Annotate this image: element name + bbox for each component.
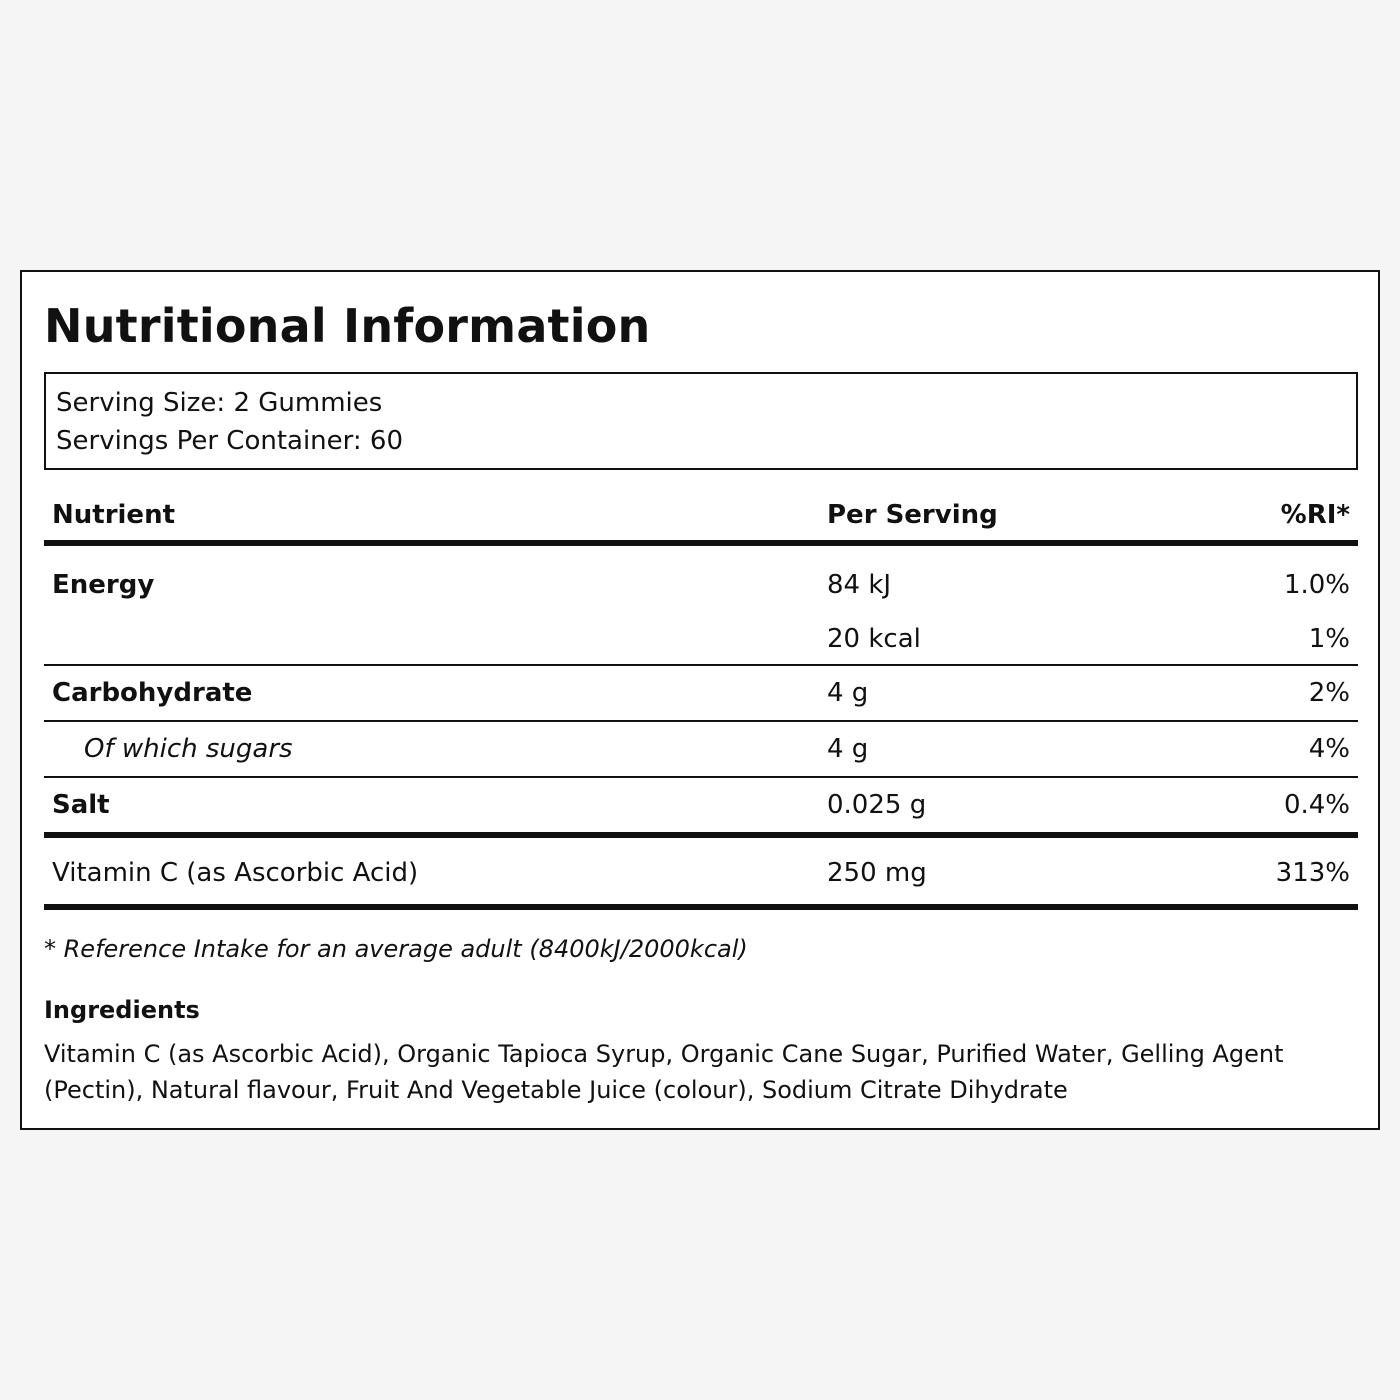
row-divider [44,720,1358,722]
row-divider [44,664,1358,666]
table-row-energy: Energy 84 kJ 1.0% 20 kcal 1% [44,546,1358,664]
reference-intake-footnote: * Reference Intake for an average adult … [44,935,748,963]
table-row-salt: Salt 0.025 g 0.4% [44,778,1358,832]
serving-info-box: Serving Size: 2 Gummies Servings Per Con… [44,372,1358,470]
header-ri: %RI* [1280,500,1350,530]
serving-size: Serving Size: 2 Gummies [56,388,383,418]
salt-label: Salt [52,790,110,820]
header-per-serving: Per Serving [827,500,998,530]
ingredients-heading: Ingredients [44,996,200,1024]
energy-kj: 84 kJ [827,570,892,600]
energy-kcal: 20 kcal [827,624,921,654]
nutrition-table: Nutrient Per Serving %RI* Energy 84 kJ 1… [44,490,1358,910]
energy-kcal-ri: 1% [1308,624,1350,654]
ingredients-text: Vitamin C (as Ascorbic Acid), Organic Ta… [44,1040,1284,1104]
energy-label: Energy [52,570,155,600]
header-nutrient: Nutrient [52,500,176,530]
servings-per-container: Servings Per Container: 60 [56,426,404,456]
header-divider [44,540,1358,546]
panel-title: Nutritional Information [44,299,651,353]
salt-amount: 0.025 g [827,790,927,820]
vitamin-c-label: Vitamin C (as Ascorbic Acid) [52,858,419,888]
section-divider [44,832,1358,838]
salt-ri: 0.4% [1283,790,1350,820]
nutrition-panel: Nutritional Information Serving Size: 2 … [20,270,1380,1130]
sugars-label: Of which sugars [84,734,293,764]
carbohydrate-amount: 4 g [827,678,869,708]
table-row-vitamin-c: Vitamin C (as Ascorbic Acid) 250 mg 313% [44,838,1358,904]
vitamin-c-ri: 313% [1275,858,1350,888]
carbohydrate-ri: 2% [1308,678,1350,708]
sugars-amount: 4 g [827,734,869,764]
row-divider [44,776,1358,778]
vitamin-c-amount: 250 mg [827,858,927,888]
table-header-row: Nutrient Per Serving %RI* [44,490,1358,540]
table-bottom-divider [44,904,1358,910]
energy-kj-ri: 1.0% [1283,570,1350,600]
carbohydrate-label: Carbohydrate [52,678,253,708]
sugars-ri: 4% [1308,734,1350,764]
table-row-sugars: Of which sugars 4 g 4% [44,722,1358,776]
table-row-carbohydrate: Carbohydrate 4 g 2% [44,666,1358,720]
